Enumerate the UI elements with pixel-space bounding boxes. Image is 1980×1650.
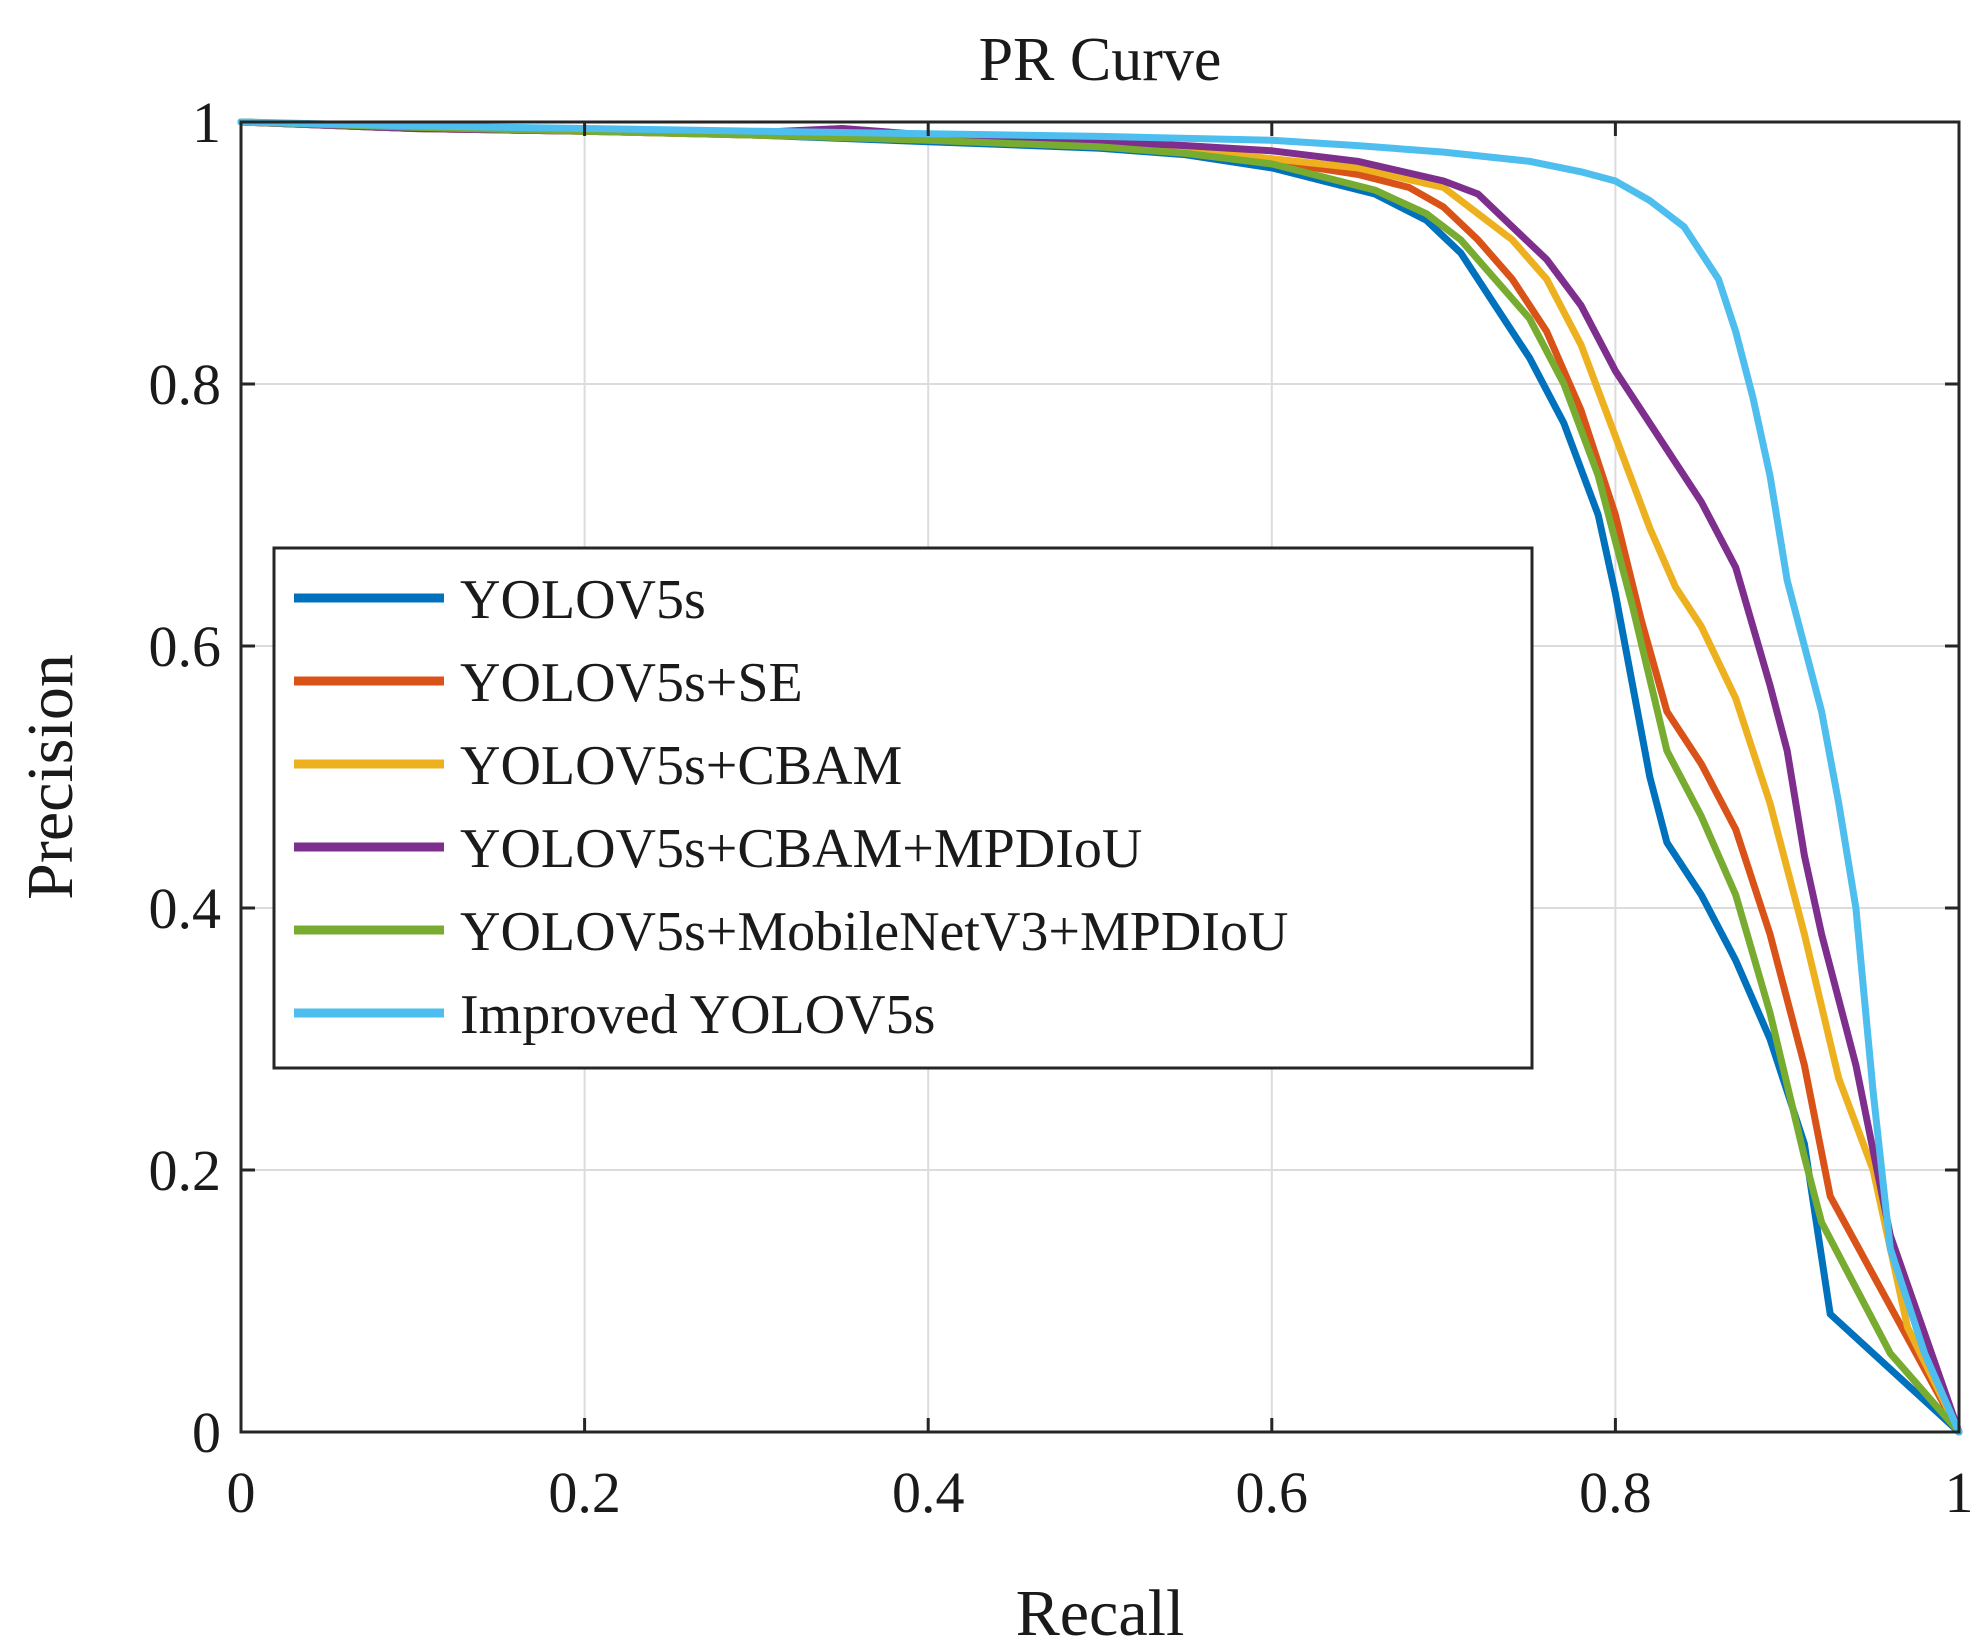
x-tick-label: 0.8 [1579,1460,1652,1525]
y-tick-label: 1 [192,90,221,155]
legend-box [272,546,1534,1070]
y-tick-label: 0.8 [149,352,222,417]
y-tick-label: 0.4 [149,876,222,941]
x-tick-label: 0.4 [892,1460,965,1525]
legend-label-yolov5s-cbam-mpdiou: YOLOV5s+CBAM+MPDIoU [460,818,1142,880]
x-tick-label: 1 [1945,1460,1974,1525]
series-line-improved-yolov5s [237,118,1963,1436]
chart-title: PR Curve [979,26,1222,94]
legend-label-yolov5s-se: YOLOV5s+SE [460,652,803,714]
legend-label-yolov5s: YOLOV5s [460,569,706,631]
x-axis-label: Recall [1016,1577,1185,1650]
y-tick-label: 0.6 [149,614,222,679]
x-tick-label: 0.6 [1236,1460,1309,1525]
series-lines [237,118,1963,1436]
legend-label-improved-yolov5s: Improved YOLOV5s [460,984,935,1046]
y-axis-label: Precision [14,654,87,900]
legend-label-yolov5s-mobilenetv3-mpdiou: YOLOV5s+MobileNetV3+MPDIoU [460,901,1288,963]
series-line-yolov5s-mobilenetv3-mpdiou [237,118,1963,1436]
axis-ticks: 0 0.2 0.4 0.6 0.8 1 0 0.2 0.4 0.6 0.8 1 [149,90,1974,1525]
legend-label-yolov5s-cbam: YOLOV5s+CBAM [460,735,902,797]
y-tick-label: 0 [192,1400,221,1465]
plot-area-frame [239,120,1961,1434]
legend: YOLOV5s YOLOV5s+SE YOLOV5s+CBAM YOLOV5s+CBA… [272,546,1534,1070]
y-tick-label: 0.2 [149,1138,222,1203]
x-tick-label: 0 [227,1460,256,1525]
x-tick-label: 0.2 [548,1460,621,1525]
